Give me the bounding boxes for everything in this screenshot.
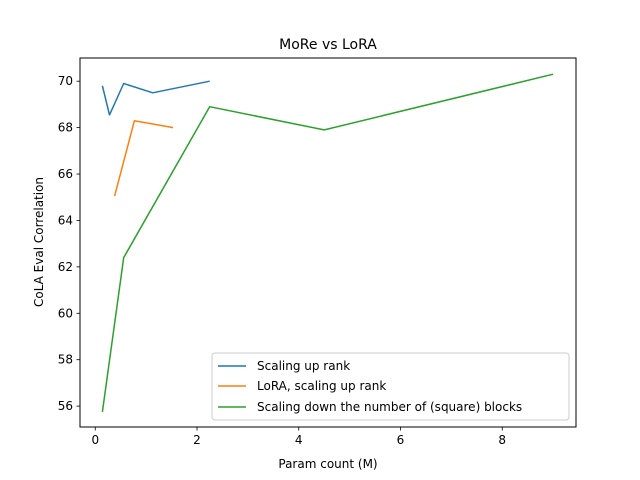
x-axis: 0 2 4 6 8 [91,427,506,447]
legend-label: LoRA, scaling up rank [257,379,386,393]
x-tick-label: 4 [295,433,303,447]
chart-title: MoRe vs LoRA [279,37,377,53]
x-tick-label: 8 [498,433,506,447]
x-tick-label: 0 [91,433,99,447]
y-tick-label: 64 [58,213,73,227]
series-line-1 [101,80,210,116]
y-tick-label: 68 [58,121,73,135]
y-tick-label: 66 [58,167,73,181]
y-tick-label: 60 [58,306,73,320]
legend-label: Scaling down the number of (square) bloc… [257,400,522,414]
x-tick-label: 2 [193,433,201,447]
series-line-3 [101,73,554,413]
y-tick-label: 70 [58,74,73,88]
y-axis-label: CoLA Eval Correlation [32,177,46,307]
legend-box [211,352,570,421]
legend: Scaling up rank LoRA, scaling up rank Scal… [211,352,570,421]
y-tick-label: 62 [58,260,73,274]
plot-frame [79,57,577,428]
plot-area [101,73,554,413]
y-axis: 56 58 60 62 64 66 68 70 [58,74,80,413]
legend-label: Scaling up rank [257,359,350,373]
y-tick-label: 58 [58,353,73,367]
series-line-2 [113,119,174,197]
x-tick-label: 6 [397,433,405,447]
x-axis-label: Param count (M) [278,457,377,471]
y-tick-label: 56 [58,399,73,413]
